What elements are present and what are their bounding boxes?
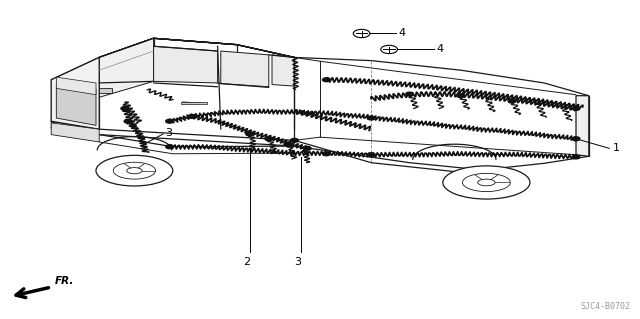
Text: FR.: FR.	[54, 276, 74, 286]
Bar	[181, 102, 207, 104]
Polygon shape	[221, 51, 269, 87]
Circle shape	[572, 155, 580, 159]
Ellipse shape	[477, 179, 495, 186]
Circle shape	[124, 119, 132, 123]
Polygon shape	[99, 38, 154, 97]
Circle shape	[457, 94, 465, 98]
Circle shape	[246, 132, 253, 136]
Ellipse shape	[443, 166, 530, 199]
Circle shape	[303, 146, 311, 150]
Text: 1: 1	[612, 143, 620, 153]
Circle shape	[353, 29, 370, 38]
Circle shape	[166, 145, 173, 149]
Circle shape	[323, 152, 330, 156]
Text: 2: 2	[243, 257, 250, 267]
Text: SJC4-B0702: SJC4-B0702	[580, 302, 630, 311]
Circle shape	[367, 116, 375, 120]
Polygon shape	[56, 83, 96, 125]
Polygon shape	[51, 57, 99, 129]
Circle shape	[381, 45, 397, 54]
Bar	[99, 88, 112, 93]
Ellipse shape	[127, 167, 142, 174]
Text: 3: 3	[165, 128, 172, 138]
Circle shape	[121, 107, 129, 110]
Polygon shape	[99, 38, 294, 57]
Circle shape	[406, 92, 413, 96]
Ellipse shape	[463, 173, 510, 192]
Text: 4: 4	[436, 44, 444, 54]
Circle shape	[284, 142, 292, 146]
Circle shape	[508, 99, 516, 103]
Polygon shape	[272, 55, 294, 86]
Polygon shape	[56, 77, 96, 95]
Circle shape	[323, 78, 330, 82]
Ellipse shape	[96, 155, 173, 186]
Circle shape	[367, 153, 375, 157]
Circle shape	[572, 107, 580, 110]
Polygon shape	[154, 46, 218, 83]
Circle shape	[188, 115, 196, 118]
Polygon shape	[576, 96, 589, 156]
Text: 3: 3	[294, 257, 301, 267]
Circle shape	[291, 138, 298, 142]
Circle shape	[572, 137, 580, 141]
Ellipse shape	[113, 162, 156, 179]
Text: 4: 4	[398, 28, 405, 38]
Circle shape	[265, 137, 273, 141]
Circle shape	[166, 119, 173, 123]
Polygon shape	[51, 123, 99, 142]
